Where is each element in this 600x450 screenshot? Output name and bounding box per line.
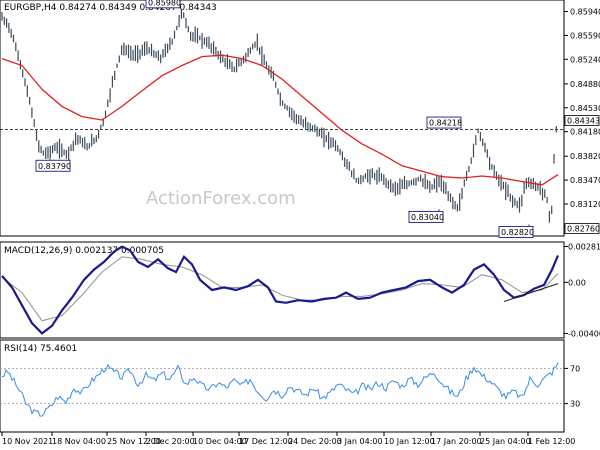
right-price-box (564, 223, 600, 234)
rsi-panel-frame (0, 339, 565, 433)
time-tick-label: 18 Nov 04:00 (52, 437, 106, 446)
macd-tick-label: 0.00281 (568, 242, 600, 251)
macd-tick-label: -0.004002 (568, 329, 600, 338)
macd-axis: 0.00281 0.00 -0.004002 (564, 242, 600, 338)
price-label-text: 0.85980 (148, 0, 181, 7)
rsi-title: RSI(14) 75.4601 (4, 344, 77, 354)
price-tick-label: 0.83820 (570, 152, 600, 161)
price-label-box (426, 116, 462, 129)
price-title: EURGBP,H4 0.84274 0.84349 0.84267 0.8434… (4, 3, 217, 13)
time-tick-label: 3 Jan 04:00 (337, 437, 383, 446)
price-label-box (35, 159, 71, 172)
price-label-text: 0.84218 (429, 119, 462, 128)
time-tick-label: 17 Jan 20:00 (431, 437, 482, 446)
macd-tick-label: 0.00 (568, 278, 586, 287)
price-annotations: 0.85980 0.83790 0.84218 0.83040 0.82820 (35, 0, 534, 238)
moving-average-line (1, 54, 559, 186)
macd-main-line (1, 245, 560, 335)
time-tick-label: 10 Jan 12:00 (384, 437, 435, 446)
rsi-axis: 70 30 (0, 364, 580, 409)
macd-trendline (503, 283, 559, 302)
macd-signal-line (1, 256, 559, 322)
price-label-text: 0.82820 (501, 228, 534, 237)
price-panel: EURGBP,H4 0.84274 0.84349 0.84267 0.8434… (0, 0, 600, 238)
price-tick-label: 0.84180 (570, 128, 600, 137)
price-label-text: 0.83040 (411, 213, 444, 222)
rsi-panel: RSI(14) 75.4601 70 30 (0, 339, 580, 433)
price-label-box (498, 225, 534, 238)
rsi-line (1, 362, 559, 417)
price-tick-label: 0.83120 (570, 200, 600, 209)
right-price-label: 0.82760 (567, 225, 600, 234)
time-tick-label: 25 Jan 04:00 (480, 437, 531, 446)
macd-panel: MACD(12,26,9) 0.002137 0.000705 0.002810… (0, 241, 600, 339)
rsi-series (1, 362, 559, 417)
price-axis: 0.85940 0.85590 0.85240 0.84880 0.84530 0.841… (564, 8, 600, 209)
right-price-box (564, 115, 600, 126)
time-tick-label: 25 Nov 12:00 (107, 437, 161, 446)
price-tick-label: 0.85940 (570, 8, 600, 17)
time-tick-label: 17 Dec 12:00 (239, 437, 293, 446)
price-label-box (145, 0, 181, 9)
price-tick-label: 0.85590 (570, 31, 600, 40)
time-tick-label: 10 Nov 2021 (2, 437, 53, 446)
rsi-tick-label: 30 (570, 400, 580, 409)
right-price-label: 0.84343 (567, 117, 600, 126)
price-right-labels: 0.84343 0.82760 (564, 115, 600, 234)
macd-panel-frame (0, 241, 565, 339)
macd-title: MACD(12,26,9) 0.002137 0.000705 (4, 246, 164, 256)
price-tick-label: 0.83470 (570, 176, 600, 185)
price-series (1, 9, 557, 223)
price-label-text: 0.83790 (38, 162, 71, 171)
watermark: ActionForex.com (146, 188, 296, 209)
macd-series (1, 245, 560, 335)
time-tick-label: 24 Dec 20:00 (288, 437, 342, 446)
rsi-tick-label: 70 (570, 364, 580, 373)
time-tick-label: 10 Dec 04:00 (193, 437, 247, 446)
time-tick-label: 1 Feb 12:00 (528, 437, 575, 446)
price-tick-label: 0.85240 (570, 55, 600, 64)
price-tick-label: 0.84530 (570, 104, 600, 113)
price-label-box (408, 210, 444, 223)
moving-average (1, 54, 559, 186)
time-tick-label: 2 Dec 20:00 (146, 437, 195, 446)
price-tick-label: 0.84880 (570, 80, 600, 89)
